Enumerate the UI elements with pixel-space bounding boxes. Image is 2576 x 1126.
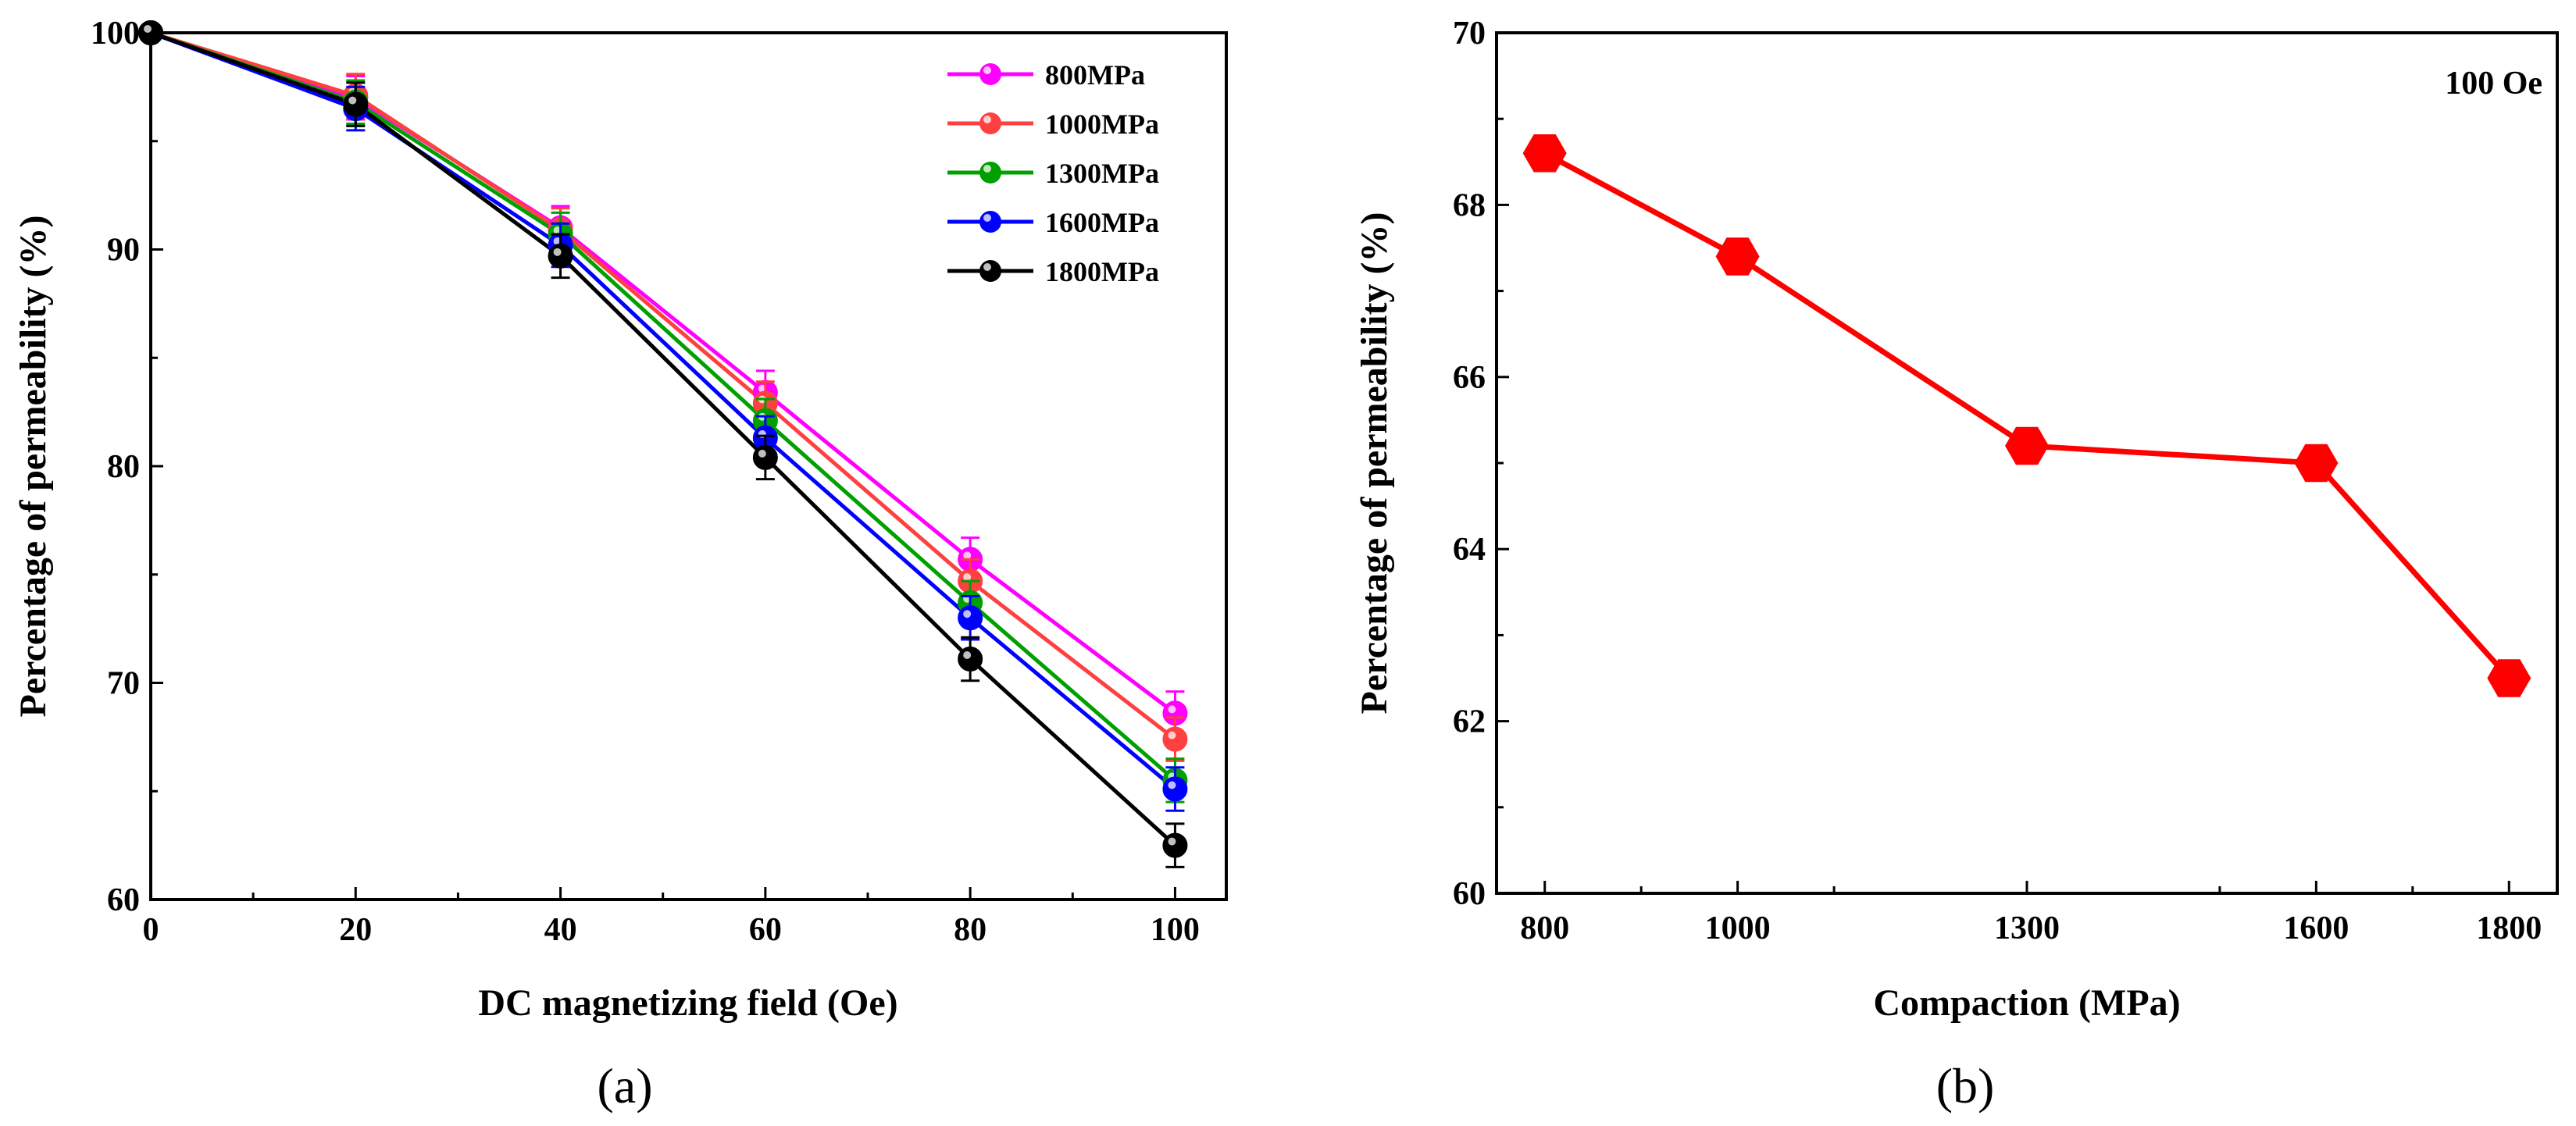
legend-label-800MPa: 800MPa	[1045, 59, 1145, 91]
legend-marker-highlight	[983, 116, 991, 123]
series-line-1800MPa	[150, 30, 1177, 847]
data-marks-a	[138, 20, 1188, 868]
data-point-1800MPa	[752, 444, 778, 470]
data-point-highlight	[963, 573, 972, 582]
series-line-1600MPa	[150, 30, 1177, 791]
data-point-highlight	[1168, 837, 1176, 846]
x-tick-label-b: 800	[1520, 910, 1569, 946]
panel-label-b: (b)	[1936, 1058, 1995, 1114]
data-point-hexagon	[2294, 444, 2339, 483]
data-point-1800MPa	[1162, 832, 1188, 858]
x-tick-label-a: 60	[749, 912, 782, 948]
x-tick-label-b: 1300	[1994, 910, 2060, 946]
data-point-highlight	[144, 25, 152, 33]
data-point-highlight	[348, 96, 357, 105]
legend-marker-highlight	[983, 263, 991, 271]
y-tick-label-a: 80	[107, 449, 140, 485]
y-tick-label-a: 100	[91, 16, 140, 52]
data-point-hexagon	[1715, 237, 1760, 276]
y-axis-label-b: Percentage of permeability (%)	[1354, 212, 1395, 714]
y-tick-label-b: 62	[1453, 704, 1486, 740]
legend-a: 800MPa 1000MPa 1300MPa 1600MPa 1800MPa	[947, 59, 1159, 287]
data-marks-b	[1522, 134, 2531, 697]
data-point-hexagon	[2487, 659, 2531, 697]
legend-marker-1600MPa	[979, 211, 1001, 233]
legend-marker-highlight	[983, 66, 991, 74]
data-point-1600MPa	[958, 605, 983, 631]
legend-marker-1300MPa	[979, 162, 1001, 184]
legend-marker-highlight	[983, 165, 991, 173]
data-point-1800MPa	[138, 20, 163, 45]
x-tick-label-a: 80	[954, 912, 987, 948]
axis-ticks-a: 0 20 40 60 80 100 60 70 80 90 100	[91, 16, 1200, 948]
legend-marker-highlight	[983, 214, 991, 222]
legend-label-1600MPa: 1600MPa	[1045, 207, 1159, 238]
y-tick-label-b: 68	[1453, 187, 1486, 223]
legend-marker-1800MPa	[979, 260, 1001, 282]
legend-marker-1000MPa	[979, 112, 1001, 134]
panel-label-a: (a)	[597, 1058, 652, 1114]
legend-label-1000MPa: 1000MPa	[1045, 109, 1159, 140]
y-tick-label-b: 64	[1453, 532, 1486, 568]
x-axis-label-b: Compaction (MPa)	[1873, 982, 2180, 1024]
series-line-100-oe	[1543, 151, 2511, 680]
axis-ticks-b: 800 1000 1300 1600 1800 60 62 64 66 68 70	[1453, 16, 2542, 946]
x-tick-label-a: 40	[544, 912, 577, 948]
chart-panel-a: 0 20 40 60 80 100 60 70 80 90 100 800MPa 1000MPa 130…	[12, 16, 1228, 1114]
data-point-highlight	[758, 449, 766, 458]
y-tick-label-a: 90	[107, 233, 140, 269]
x-tick-label-b: 1600	[2283, 910, 2349, 946]
data-point-highlight	[553, 248, 562, 256]
chart-panel-b: 800 1000 1300 1600 1800 60 62 64 66 68 70 100 Oe C…	[1354, 16, 2559, 1114]
legend-marker-800MPa	[979, 63, 1001, 85]
data-point-1000MPa	[1162, 726, 1188, 752]
x-tick-label-a: 20	[339, 912, 372, 948]
data-point-1800MPa	[548, 243, 573, 269]
y-axis-label-a: Percentage of permeability (%)	[12, 216, 54, 718]
annotation-b: 100 Oe	[2445, 66, 2542, 102]
x-tick-label-a: 0	[143, 912, 159, 948]
y-tick-label-b: 60	[1453, 876, 1486, 912]
data-point-highlight	[1168, 731, 1176, 739]
data-point-highlight	[1168, 781, 1176, 789]
data-point-hexagon	[2005, 426, 2049, 465]
data-point-highlight	[963, 551, 972, 560]
series-line-1000MPa	[150, 30, 1176, 741]
x-axis-label-a: DC magnetizing field (Oe)	[478, 982, 897, 1024]
data-point-1800MPa	[343, 91, 369, 117]
data-point-1600MPa	[1162, 776, 1188, 802]
data-point-highlight	[1168, 705, 1176, 714]
y-tick-label-a: 60	[107, 882, 140, 918]
series-line-800MPa	[150, 30, 1176, 715]
data-point-highlight	[963, 610, 972, 618]
x-tick-label-b: 1800	[2476, 910, 2542, 946]
y-tick-label-b: 66	[1453, 360, 1486, 396]
data-point-highlight	[963, 650, 972, 659]
legend-label-1300MPa: 1300MPa	[1045, 158, 1159, 189]
series-line-1300MPa	[150, 30, 1177, 782]
data-point-hexagon	[1522, 134, 1567, 173]
data-point-1800MPa	[958, 646, 983, 672]
legend-label-1800MPa: 1800MPa	[1045, 256, 1159, 287]
y-tick-label-a: 70	[107, 666, 140, 702]
x-tick-label-b: 1000	[1705, 910, 1771, 946]
x-tick-label-a: 100	[1151, 912, 1200, 948]
y-tick-label-b: 70	[1453, 16, 1486, 52]
